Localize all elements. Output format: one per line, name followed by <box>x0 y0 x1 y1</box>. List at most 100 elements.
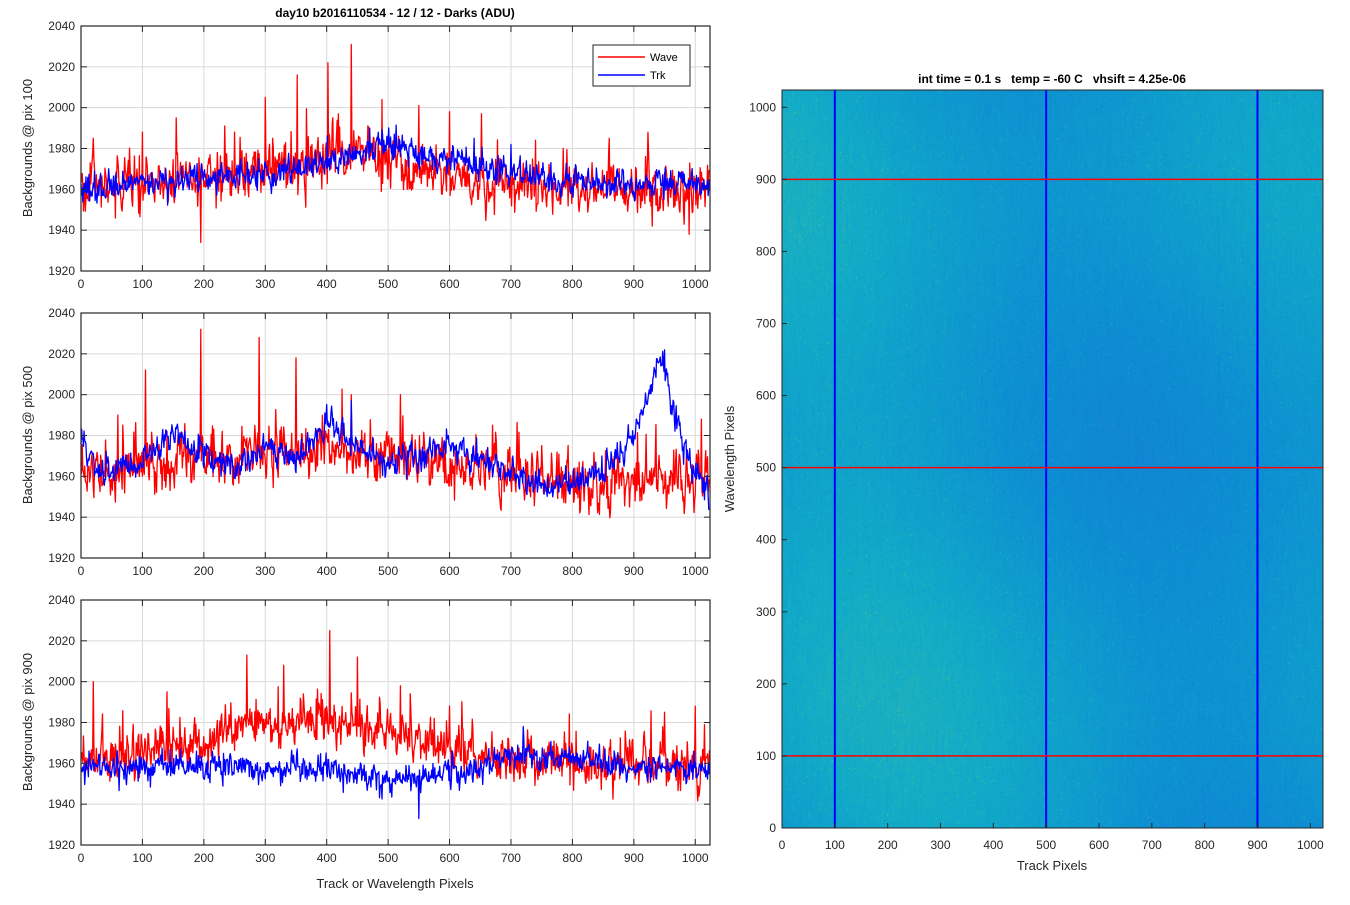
y-tick-label: 700 <box>756 317 776 331</box>
x-tick-label: 400 <box>317 564 337 578</box>
legend: Wave Trk <box>592 44 691 87</box>
y-tick-label: 900 <box>756 172 776 186</box>
x-tick-label: 900 <box>624 564 644 578</box>
y-tick-label: 1920 <box>48 551 75 565</box>
x-tick-label: 600 <box>440 277 460 291</box>
heatmap-ylabel: Wavelength Pixels <box>722 405 737 512</box>
x-tick-label: 200 <box>878 838 898 852</box>
heatmap-xlabel: Track Pixels <box>1017 858 1088 873</box>
x-tick-label: 300 <box>255 851 275 865</box>
heatmap-panel: int time = 0.1 s temp = -60 C vhsift = 4… <box>722 72 1324 873</box>
x-tick-label: 0 <box>78 564 85 578</box>
y-tick-label: 200 <box>756 677 776 691</box>
y-tick-label: 500 <box>756 461 776 475</box>
y-tick-label: 1940 <box>48 510 75 524</box>
legend-trk-label: Trk <box>650 70 666 82</box>
x-tick-label: 100 <box>825 838 845 852</box>
plot-area-pix-500: 1920 1940 1960 1980 2000 2020 2040 0 100 200 300 40… <box>48 306 711 578</box>
x-tick-label: 700 <box>501 277 521 291</box>
y-tick-label: 1980 <box>48 429 75 443</box>
x-tick-label: 1000 <box>682 564 709 578</box>
heatmap-area: 0 100 200 300 400 500 600 700 800 900 1000 0 100 200 3… <box>749 89 1324 852</box>
x-tick-label: 800 <box>562 277 582 291</box>
plot-area-pix-900: 1920 1940 1960 1980 2000 2020 2040 0 100 200 300 40… <box>48 593 711 865</box>
x-tick-label: 300 <box>255 277 275 291</box>
y-tick-label: 600 <box>756 389 776 403</box>
y-tick-label: 2020 <box>48 634 75 648</box>
x-tick-label: 400 <box>317 851 337 865</box>
y-tick-label: 1000 <box>749 100 776 114</box>
x-tick-label: 200 <box>194 851 214 865</box>
ylabel-pix-100: Backgrounds @ pix 100 <box>20 79 35 217</box>
y-tick-label: 1960 <box>48 756 75 770</box>
line-plot-pix-500: Backgrounds @ pix 500 1920 1940 1960 1980 20… <box>20 306 711 578</box>
legend-wave-label: Wave <box>650 52 678 64</box>
x-tick-label: 0 <box>78 277 85 291</box>
series-line-wave <box>80 629 711 802</box>
line-plot-pix-100: Backgrounds @ pix 100 1920 1940 1960 1980 20… <box>20 19 711 291</box>
x-tick-label: 900 <box>624 851 644 865</box>
x-tick-label: 500 <box>378 851 398 865</box>
x-tick-label: 700 <box>501 564 521 578</box>
x-tick-label: 500 <box>378 564 398 578</box>
heatmap-image <box>782 90 1323 828</box>
y-tick-label: 1940 <box>48 797 75 811</box>
y-tick-label: 2000 <box>48 388 75 402</box>
legend-box <box>592 44 691 87</box>
x-tick-label: 0 <box>779 838 786 852</box>
x-tick-label: 100 <box>132 851 152 865</box>
x-tick-label: 600 <box>1089 838 1109 852</box>
x-tick-label: 900 <box>624 277 644 291</box>
y-tick-label: 300 <box>756 605 776 619</box>
heatmap-title: int time = 0.1 s temp = -60 C vhsift = 4… <box>918 72 1186 86</box>
y-tick-label: 2000 <box>48 675 75 689</box>
y-tick-label: 1920 <box>48 838 75 852</box>
series-line-trk <box>80 124 711 206</box>
x-tick-label: 700 <box>501 851 521 865</box>
series-line-trk <box>80 725 711 820</box>
y-tick-label: 1920 <box>48 264 75 278</box>
heatmap-frame <box>781 89 1324 829</box>
x-tick-label: 800 <box>1195 838 1215 852</box>
y-tick-label: 1940 <box>48 223 75 237</box>
x-tick-label: 600 <box>440 851 460 865</box>
series-line-trk <box>80 349 710 511</box>
y-tick-label: 2040 <box>48 593 75 607</box>
y-tick-label: 0 <box>769 821 776 835</box>
x-tick-label: 1000 <box>1297 838 1324 852</box>
figure-title: day10 b2016110534 - 12 / 12 - Darks (ADU… <box>275 6 514 20</box>
x-tick-label: 600 <box>440 564 460 578</box>
x-tick-label: 1000 <box>682 851 709 865</box>
x-tick-label: 100 <box>132 564 152 578</box>
x-tick-label: 700 <box>1142 838 1162 852</box>
x-tick-label: 0 <box>78 851 85 865</box>
x-tick-label: 500 <box>1036 838 1056 852</box>
y-tick-label: 2020 <box>48 347 75 361</box>
x-tick-label: 200 <box>194 277 214 291</box>
x-tick-label: 800 <box>562 851 582 865</box>
x-tick-label: 200 <box>194 564 214 578</box>
x-tick-label: 1000 <box>682 277 709 291</box>
x-tick-label: 500 <box>378 277 398 291</box>
ylabel-pix-500: Backgrounds @ pix 500 <box>20 366 35 504</box>
x-tick-label: 400 <box>317 277 337 291</box>
y-tick-label: 100 <box>756 749 776 763</box>
x-tick-label: 300 <box>930 838 950 852</box>
x-tick-label: 400 <box>983 838 1003 852</box>
xlabel-bottom: Track or Wavelength Pixels <box>316 876 474 891</box>
y-tick-label: 400 <box>756 533 776 547</box>
y-tick-label: 2040 <box>48 19 75 33</box>
y-tick-label: 2040 <box>48 306 75 320</box>
x-tick-label: 100 <box>132 277 152 291</box>
y-tick-label: 1980 <box>48 716 75 730</box>
y-tick-label: 1980 <box>48 142 75 156</box>
y-tick-label: 2020 <box>48 60 75 74</box>
ylabel-pix-900: Backgrounds @ pix 900 <box>20 653 35 791</box>
x-tick-label: 800 <box>562 564 582 578</box>
x-tick-label: 300 <box>255 564 275 578</box>
y-tick-label: 2000 <box>48 101 75 115</box>
line-plot-pix-900: Backgrounds @ pix 900 1920 1940 1960 1980 20… <box>20 593 711 891</box>
y-tick-label: 1960 <box>48 469 75 483</box>
